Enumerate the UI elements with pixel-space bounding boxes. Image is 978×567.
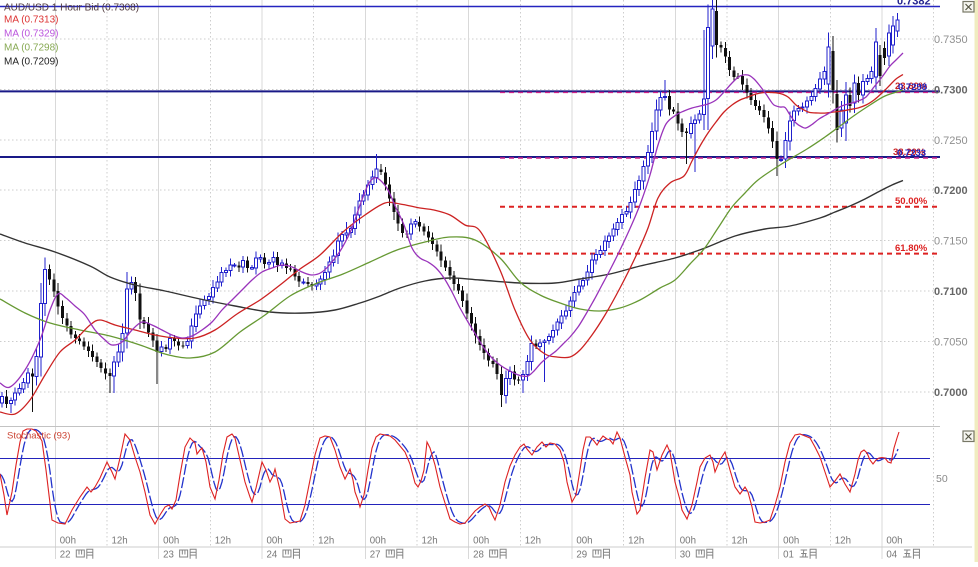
svg-text:MA (0.7209): MA (0.7209) (4, 57, 58, 68)
svg-text:0.7298: 0.7298 (898, 82, 927, 93)
svg-text:0.7150: 0.7150 (934, 236, 968, 248)
svg-text:0.7233: 0.7233 (897, 148, 926, 159)
svg-text:12h: 12h (422, 536, 438, 547)
svg-text:12h: 12h (525, 536, 541, 547)
svg-text:Stochastic (93): Stochastic (93) (7, 431, 70, 442)
svg-text:28: 28 (473, 550, 484, 561)
svg-text:29: 29 (576, 550, 587, 561)
svg-text:50: 50 (936, 473, 948, 485)
svg-text:22: 22 (60, 550, 71, 561)
svg-text:MA (0.7329): MA (0.7329) (4, 29, 58, 40)
svg-text:00h: 00h (680, 536, 696, 547)
svg-text:00h: 00h (576, 536, 592, 547)
svg-text:AUD/USD 1 Hour Bid (0.7308): AUD/USD 1 Hour Bid (0.7308) (4, 3, 139, 14)
svg-text:MA (0.7313): MA (0.7313) (4, 15, 58, 26)
svg-text:0.7300: 0.7300 (934, 84, 968, 96)
svg-text:30: 30 (680, 550, 691, 561)
svg-text:50.00%: 50.00% (895, 196, 928, 207)
svg-text:0.7200: 0.7200 (934, 185, 968, 197)
svg-text:12h: 12h (835, 536, 851, 547)
svg-text:12h: 12h (318, 536, 334, 547)
svg-text:12h: 12h (112, 536, 128, 547)
svg-text:12h: 12h (215, 536, 231, 547)
svg-text:00h: 00h (267, 536, 283, 547)
svg-text:MA (0.7298): MA (0.7298) (4, 43, 58, 54)
svg-text:27: 27 (370, 550, 381, 561)
svg-text:00h: 00h (370, 536, 386, 547)
svg-text:0.7250: 0.7250 (934, 135, 968, 147)
svg-text:00h: 00h (886, 536, 902, 547)
svg-text:00h: 00h (163, 536, 179, 547)
svg-text:12h: 12h (731, 536, 747, 547)
svg-text:12h: 12h (628, 536, 644, 547)
svg-text:00h: 00h (783, 536, 799, 547)
svg-text:0.7382: 0.7382 (897, 0, 931, 8)
svg-text:24: 24 (267, 550, 278, 561)
svg-text:0.7350: 0.7350 (934, 34, 968, 46)
svg-text:04: 04 (886, 550, 897, 561)
svg-text:00h: 00h (60, 536, 76, 547)
svg-text:23: 23 (163, 550, 174, 561)
svg-text:01: 01 (783, 550, 794, 561)
svg-text:61.80%: 61.80% (895, 243, 928, 254)
svg-text:0.7000: 0.7000 (934, 387, 968, 399)
svg-text:0.7100: 0.7100 (934, 286, 968, 298)
svg-text:0.7050: 0.7050 (934, 336, 968, 348)
svg-text:00h: 00h (473, 536, 489, 547)
